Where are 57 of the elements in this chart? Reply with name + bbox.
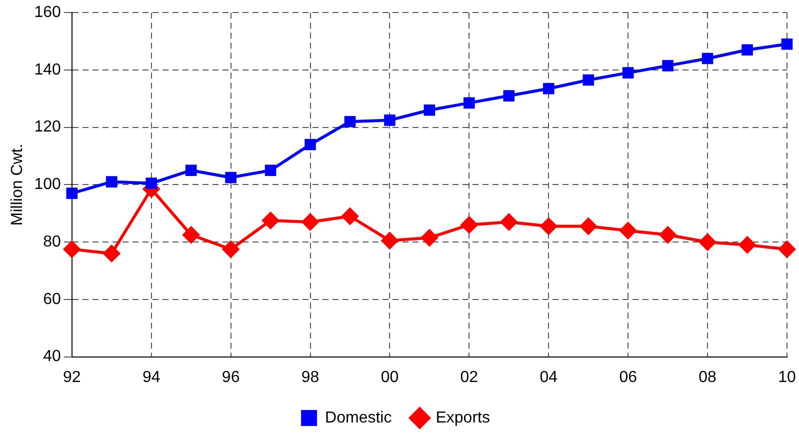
x-tick-label: 94: [142, 368, 160, 386]
point: [344, 116, 356, 128]
point: [662, 60, 674, 72]
y-tick-label: 40: [43, 348, 61, 366]
point: [222, 240, 240, 258]
point: [380, 232, 399, 250]
x-tick-label: 92: [62, 368, 81, 386]
legend-label: Exports: [436, 409, 490, 426]
point: [622, 67, 634, 78]
point: [304, 138, 316, 150]
x-tick-label: 98: [301, 368, 320, 386]
point: [579, 217, 598, 236]
point: [185, 164, 197, 176]
point: [619, 222, 638, 240]
point: [658, 226, 677, 244]
y-axis-title: Million Cwt.: [9, 144, 26, 226]
point: [464, 97, 475, 109]
x-tick-label: 00: [380, 368, 399, 386]
x-tick-label: 08: [698, 368, 717, 386]
point: [778, 240, 796, 258]
x-tick-label: 10: [778, 368, 796, 386]
point: [225, 172, 236, 184]
point: [500, 212, 518, 231]
point: [542, 82, 554, 94]
x-tick-label: 96: [222, 368, 240, 386]
point: [182, 226, 200, 244]
point: [146, 178, 158, 189]
y-tick-label: 100: [34, 176, 61, 194]
point: [62, 240, 81, 258]
y-tick-label: 140: [34, 61, 61, 78]
point: [424, 104, 436, 116]
x-tick-label: 02: [460, 368, 478, 386]
x-tick-label: 06: [619, 368, 638, 386]
point: [460, 216, 478, 234]
point: [106, 176, 118, 188]
legend-label: Domestic: [325, 409, 392, 426]
point: [384, 114, 396, 126]
point: [540, 217, 558, 236]
point: [102, 244, 121, 263]
point: [781, 38, 793, 50]
point: [738, 236, 756, 254]
point: [420, 228, 438, 247]
point: [503, 90, 515, 102]
point: [340, 207, 359, 226]
y-tick-label: 160: [34, 4, 61, 22]
y-tick-label: 120: [34, 118, 61, 136]
y-tick-label: 60: [43, 290, 61, 308]
point: [66, 188, 78, 199]
point: [582, 74, 594, 86]
point: [702, 52, 714, 64]
point: [742, 44, 753, 56]
point: [698, 233, 717, 252]
point: [301, 212, 320, 231]
point: [264, 164, 276, 176]
point: [262, 212, 280, 230]
y-tick-label: 80: [43, 233, 61, 250]
x-tick-label: 04: [540, 368, 558, 386]
